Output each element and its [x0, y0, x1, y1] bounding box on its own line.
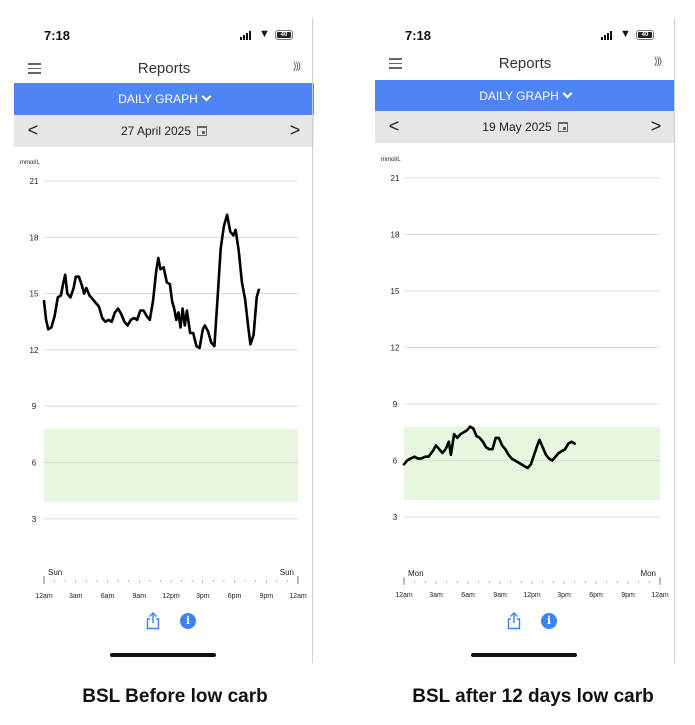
action-icons: i [375, 612, 675, 636]
y-tick-label: 3 [32, 515, 37, 524]
battery-icon: 40 [636, 30, 654, 40]
y-tick-label: 12 [391, 344, 400, 353]
x-tick-label: 9pm [621, 592, 635, 599]
x-tick-label: 12am [35, 593, 53, 600]
target-range-band [44, 428, 298, 502]
chevron-down-icon [201, 91, 212, 102]
x-tick-label: 9pm [259, 593, 273, 600]
next-day-button[interactable]: > [650, 116, 662, 136]
x-tick-label: 12am [395, 592, 413, 599]
graph-type-label: DAILY GRAPH [479, 89, 559, 103]
x-tick-label: 3pm [557, 592, 571, 599]
y-tick-label: 21 [30, 177, 39, 186]
status-bar: 7:18 ▼ 40 [14, 0, 314, 52]
y-axis-unit: mmol/L [381, 157, 401, 163]
phone-screen-before: 7:18 ▼ 40 Reports ))) DAILY GRAPH [14, 0, 314, 668]
previous-day-button[interactable]: < [27, 120, 39, 140]
previous-day-button[interactable]: < [388, 116, 400, 136]
screen-divider-left [312, 18, 313, 663]
page-title: Reports [137, 60, 191, 77]
glucose-line [402, 425, 576, 470]
chevron-down-icon [562, 88, 573, 99]
signal-icon [601, 31, 615, 40]
y-tick-label: 18 [30, 233, 39, 242]
status-time: 7:18 [44, 28, 71, 43]
sound-waves-icon[interactable]: ))) [293, 61, 301, 72]
next-day-button[interactable]: > [289, 120, 301, 140]
graph-type-label: DAILY GRAPH [118, 92, 198, 106]
hamburger-menu-icon[interactable] [28, 63, 41, 74]
current-date: 19 May 2025 [482, 120, 552, 134]
signal-icon [240, 31, 254, 40]
action-icons: i [14, 612, 314, 636]
app-header: Reports ))) [375, 48, 675, 80]
hamburger-menu-icon[interactable] [389, 58, 402, 69]
status-icons: ▼ 40 [601, 29, 661, 41]
caption-after: BSL after 12 days low carb [412, 686, 654, 707]
current-date: 27 April 2025 [120, 124, 192, 138]
status-time: 7:18 [405, 28, 432, 43]
x-tick-label: 9am [132, 593, 146, 600]
day-end-label: Sun [280, 568, 294, 577]
x-tick-label: 3am [429, 592, 443, 599]
y-tick-label: 9 [32, 402, 37, 411]
share-icon[interactable] [146, 612, 160, 630]
app-header: Reports ))) [14, 53, 314, 85]
x-tick-label: 6am [101, 593, 115, 600]
phone-screen-after: 7:18 ▼ 40 Reports ))) DAILY GRAPH [375, 0, 675, 668]
x-tick-label: 3am [69, 593, 83, 600]
daily-glucose-chart: mmol/L 21 18 15 12 9 6 3 Sun Sun 12am 3am 6am 9am 12pm… [20, 160, 307, 600]
battery-level: 40 [277, 32, 291, 38]
date-navigator: < 19 May 2025 > [375, 111, 675, 143]
date-picker[interactable]: 19 May 2025 [375, 120, 675, 134]
x-tick-label: 3pm [196, 593, 210, 600]
status-bar: 7:18 ▼ 40 [375, 0, 675, 52]
glucose-line [42, 213, 261, 350]
wifi-icon: ▼ [259, 28, 270, 40]
x-tick-label: 6pm [589, 592, 603, 599]
y-tick-label: 9 [393, 400, 398, 409]
x-tick-label: 6am [461, 592, 475, 599]
y-tick-label: 18 [391, 231, 400, 240]
x-tick-label: 12pm [162, 593, 180, 600]
daily-glucose-chart: mmol/L 21 18 15 12 9 6 3 Mon Mon 12am 3am 6am 9am 12pm… [381, 157, 669, 599]
page-title: Reports [498, 55, 552, 72]
battery-icon: 40 [275, 30, 293, 40]
y-tick-label: 15 [30, 290, 39, 299]
graph-type-selector[interactable]: DAILY GRAPH [14, 83, 314, 115]
share-icon[interactable] [507, 612, 521, 630]
graph-type-selector[interactable]: DAILY GRAPH [375, 80, 675, 112]
calendar-icon [557, 122, 568, 132]
y-tick-label: 15 [391, 287, 400, 296]
y-tick-label: 3 [393, 513, 398, 522]
date-picker[interactable]: 27 April 2025 [14, 124, 314, 138]
y-tick-label: 12 [30, 346, 39, 355]
y-tick-label: 6 [393, 457, 398, 466]
x-tick-label: 6pm [228, 593, 242, 600]
x-tick-label: 9am [493, 592, 507, 599]
day-end-label: Mon [640, 569, 656, 578]
x-tick-label: 12pm [523, 592, 541, 599]
calendar-icon [197, 126, 208, 136]
date-navigator: < 27 April 2025 > [14, 115, 314, 147]
sound-waves-icon[interactable]: ))) [654, 56, 662, 67]
home-indicator[interactable] [471, 653, 577, 657]
x-tick-label: 12am [289, 593, 307, 600]
info-icon[interactable]: i [541, 613, 557, 629]
home-indicator[interactable] [110, 653, 216, 657]
battery-level: 40 [638, 32, 652, 38]
info-icon[interactable]: i [180, 613, 196, 629]
day-start-label: Sun [48, 568, 62, 577]
day-start-label: Mon [408, 569, 424, 578]
y-tick-label: 6 [32, 459, 37, 468]
screen-divider-right [674, 18, 675, 663]
y-tick-label: 21 [391, 174, 400, 183]
wifi-icon: ▼ [620, 28, 631, 40]
status-icons: ▼ 40 [240, 29, 300, 41]
caption-before: BSL Before low carb [82, 686, 268, 707]
y-axis-unit: mmol/L [20, 160, 40, 166]
x-tick-label: 12am [651, 592, 669, 599]
